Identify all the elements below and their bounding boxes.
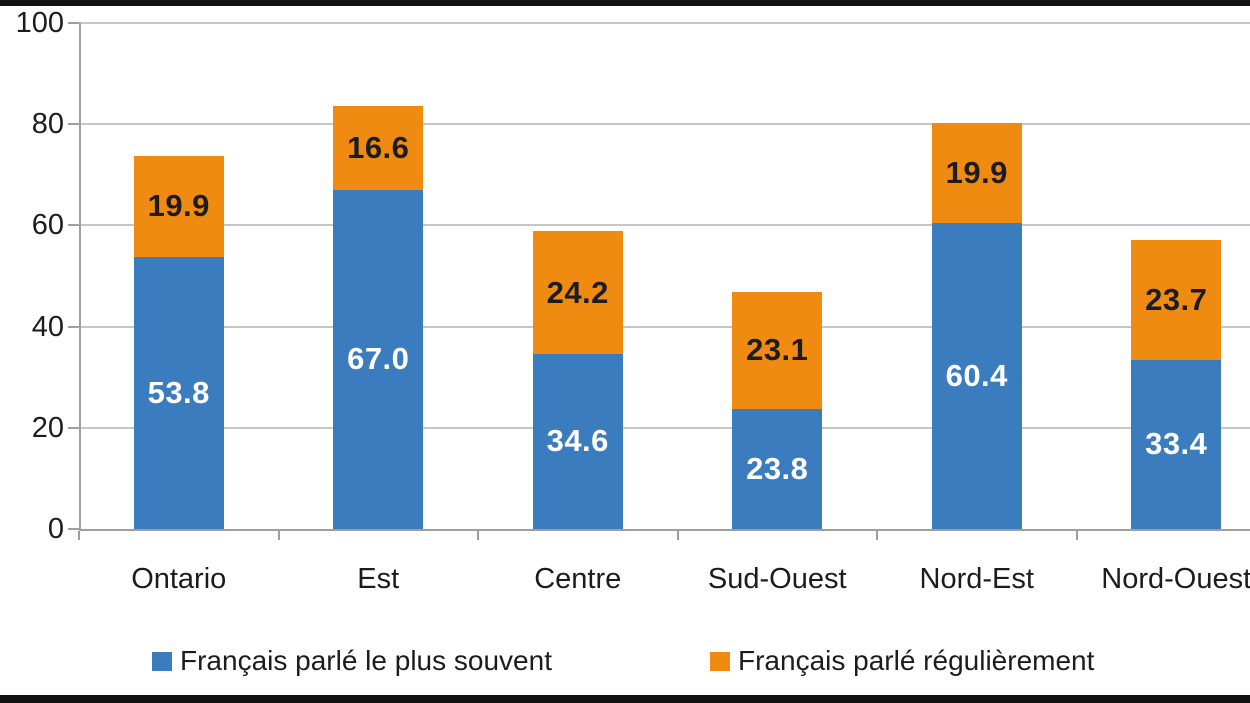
y-axis [79, 23, 81, 531]
bar-value-label: 67.0 [347, 341, 410, 377]
bar-value-label: 24.2 [546, 274, 609, 310]
bar-value-label: 60.4 [945, 358, 1008, 394]
x-axis-label-sud-ouest: Sud-Ouest [707, 563, 847, 595]
x-axis-label-nord-ouest: Nord-Ouest [1101, 563, 1250, 595]
legend-swatch-orange-icon [710, 651, 730, 671]
x-tick-3 [676, 531, 679, 540]
gridline-20 [79, 426, 1250, 429]
x-tick-2 [477, 531, 479, 540]
bar-est-segment-0 [333, 189, 424, 529]
gridline-80 [79, 123, 1250, 126]
x-tick-5 [1075, 531, 1078, 540]
bar-nord-ouest-segment-1 [1131, 240, 1222, 360]
bottom-border-strip [0, 695, 1250, 703]
y-axis-label-40: 40 [31, 310, 64, 343]
y-axis-label-0: 0 [47, 513, 64, 545]
y-axis-label-60: 60 [31, 209, 64, 242]
bar-nord-ouest-segment-0 [1131, 359, 1222, 529]
bar-value-label: 19.9 [945, 155, 1008, 191]
bar-ontario-segment-0 [133, 256, 224, 529]
bar-centre-segment-0 [532, 353, 623, 529]
x-tick-0 [78, 531, 80, 540]
top-border-strip [0, 0, 1250, 6]
x-axis-label-ontario: Ontario [131, 563, 227, 595]
y-tick-40 [68, 325, 79, 328]
bar-value-label: 23.1 [746, 332, 809, 368]
y-tick-80 [68, 123, 79, 126]
legend: Français parlé le plus souvent Français … [0, 644, 1250, 678]
bar-sud-ouest-segment-0 [732, 408, 823, 529]
legend-label-plus-souvent: Français parlé le plus souvent [180, 645, 552, 676]
x-tick-1 [277, 531, 280, 540]
x-axis-label-est: Est [357, 563, 400, 595]
bar-ontario-segment-1 [133, 156, 224, 257]
bar-value-label: 19.9 [147, 188, 210, 224]
y-tick-20 [68, 426, 79, 429]
bar-value-label: 53.8 [147, 374, 210, 410]
bar-value-label: 34.6 [546, 423, 609, 459]
bar-nord-est-segment-0 [931, 223, 1022, 529]
bar-value-label: 23.7 [1145, 282, 1208, 318]
x-axis-label-centre: Centre [534, 563, 622, 595]
legend-item-plus-souvent: Français parlé le plus souvent [152, 644, 552, 678]
y-tick-60 [68, 224, 79, 227]
gridline-60 [79, 224, 1250, 227]
bar-nord-est-segment-1 [931, 122, 1022, 224]
x-axis-label-nord-est: Nord-Est [919, 563, 1034, 595]
bar-est-segment-1 [333, 105, 424, 190]
legend-swatch-blue-icon [152, 651, 172, 671]
legend-item-regulierement: Français parlé régulièrement [710, 644, 1094, 678]
x-tick-4 [876, 531, 878, 540]
legend-label-regulierement: Français parlé régulièrement [738, 645, 1095, 676]
y-axis-label-20: 20 [31, 411, 64, 444]
y-axis-label-100: 100 [15, 7, 64, 39]
gridline-100 [79, 22, 1250, 24]
x-axis [79, 529, 1250, 531]
y-tick-0 [68, 528, 79, 530]
gridline-40 [79, 325, 1250, 328]
bar-value-label: 33.4 [1145, 426, 1208, 462]
y-tick-100 [68, 22, 79, 24]
bar-value-label: 23.8 [746, 450, 809, 486]
y-axis-label-80: 80 [31, 108, 64, 141]
bar-value-label: 16.6 [347, 129, 410, 165]
bar-sud-ouest-segment-1 [732, 291, 823, 409]
bar-centre-segment-1 [532, 231, 623, 354]
